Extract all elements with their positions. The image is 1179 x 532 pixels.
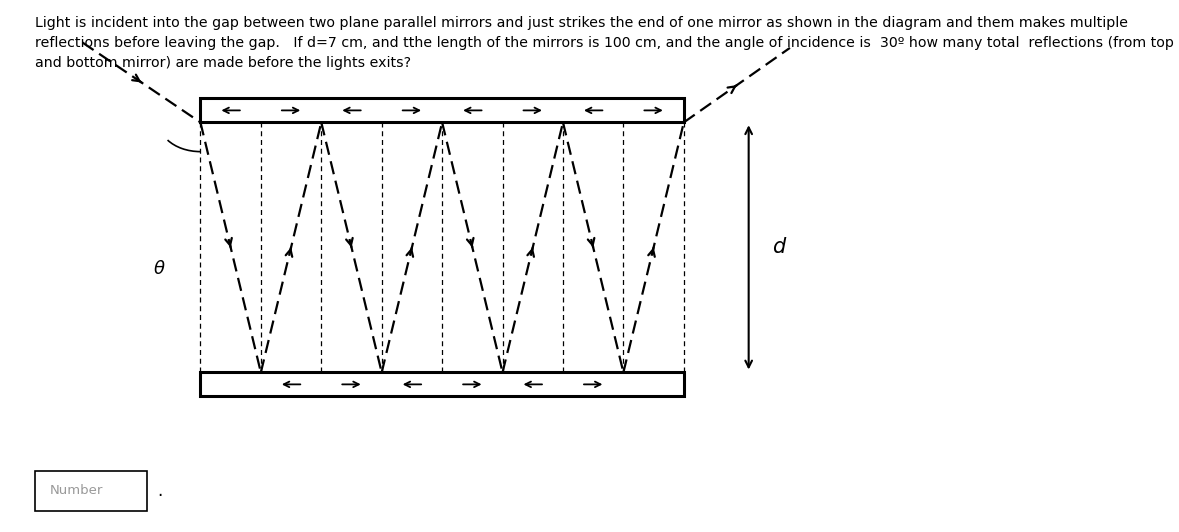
Bar [200,372,684,396]
Bar [35,471,147,511]
Text: $\theta$: $\theta$ [153,260,165,278]
Text: Light is incident into the gap between two plane parallel mirrors and just strik: Light is incident into the gap between t… [35,16,1174,70]
Text: Number: Number [50,484,103,497]
Text: .: . [157,482,162,500]
Bar [200,98,684,122]
Text: d: d [772,237,785,257]
